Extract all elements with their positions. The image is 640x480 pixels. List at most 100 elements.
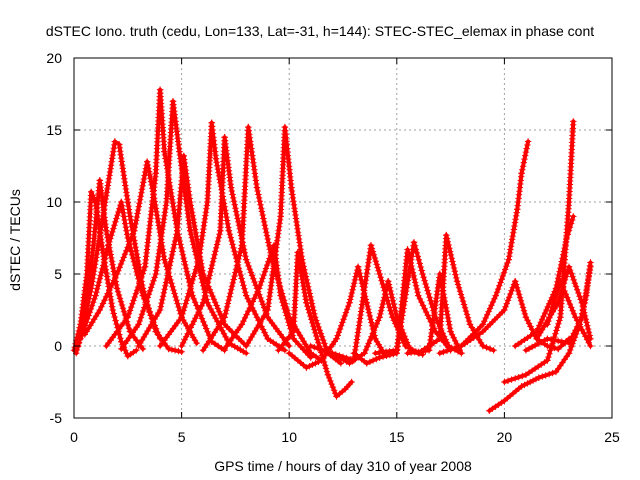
x-tick-label: 0 bbox=[70, 429, 78, 445]
data-point-plus bbox=[178, 314, 185, 321]
data-point-plus bbox=[362, 280, 369, 287]
data-point-plus bbox=[586, 270, 593, 277]
data-point-plus bbox=[336, 352, 343, 359]
data-point-plus bbox=[544, 335, 551, 342]
data-point-plus bbox=[313, 332, 320, 340]
data-point-plus bbox=[201, 322, 208, 329]
data-point-plus bbox=[527, 323, 534, 330]
data-point-plus bbox=[261, 268, 269, 275]
data-point-plus bbox=[554, 288, 561, 295]
data-point-plus bbox=[308, 300, 316, 307]
data-point-plus bbox=[252, 291, 260, 299]
data-point-plus bbox=[556, 296, 563, 303]
data-point-plus bbox=[126, 307, 134, 314]
data-point-plus bbox=[296, 262, 304, 269]
data-point-plus bbox=[539, 316, 546, 323]
data-point-plus bbox=[227, 290, 234, 297]
data-point-plus bbox=[103, 231, 111, 238]
data-point-plus bbox=[130, 297, 137, 304]
data-point-plus bbox=[281, 347, 289, 354]
data-point-plus bbox=[126, 213, 134, 220]
data-point-plus bbox=[84, 315, 91, 323]
data-point-plus bbox=[552, 294, 559, 301]
data-point-plus bbox=[214, 237, 222, 245]
data-point-plus bbox=[187, 227, 194, 234]
data-point-plus bbox=[547, 311, 554, 318]
data-point-plus bbox=[335, 329, 343, 336]
data-point-plus bbox=[164, 272, 171, 279]
data-point-plus bbox=[198, 263, 206, 271]
data-point-plus bbox=[388, 294, 396, 301]
data-point-plus bbox=[226, 293, 233, 300]
data-point-plus bbox=[228, 283, 236, 290]
data-point-plus bbox=[255, 191, 262, 198]
data-point-plus bbox=[116, 264, 123, 271]
data-point-plus bbox=[139, 292, 147, 299]
data-point-plus bbox=[204, 279, 212, 286]
data-point-plus bbox=[264, 261, 271, 269]
data-point-plus bbox=[424, 287, 431, 294]
data-point-plus bbox=[123, 247, 130, 254]
data-point-plus bbox=[367, 316, 374, 323]
data-point-plus bbox=[122, 347, 129, 354]
data-point-plus bbox=[535, 340, 542, 347]
data-point-plus bbox=[556, 268, 563, 275]
data-point-plus bbox=[366, 358, 374, 365]
data-point-plus bbox=[457, 291, 465, 298]
data-point-plus bbox=[512, 375, 519, 382]
data-point-plus bbox=[520, 159, 527, 166]
data-point-plus bbox=[189, 321, 196, 328]
data-point-plus bbox=[298, 272, 305, 280]
data-point-plus bbox=[191, 226, 199, 233]
data-point-plus bbox=[553, 327, 560, 334]
data-point-plus bbox=[89, 274, 97, 282]
data-point-plus bbox=[201, 273, 208, 281]
data-point-plus bbox=[90, 268, 98, 275]
data-point-plus bbox=[486, 305, 494, 312]
data-point-plus bbox=[583, 283, 591, 291]
data-point-plus bbox=[133, 268, 140, 276]
data-point-plus bbox=[550, 301, 557, 308]
data-point-plus bbox=[522, 314, 530, 321]
data-point-plus bbox=[171, 347, 179, 354]
data-point-plus bbox=[518, 300, 526, 308]
data-point-plus bbox=[524, 317, 531, 324]
data-point-plus bbox=[241, 285, 248, 292]
data-point-plus bbox=[98, 223, 105, 230]
data-point-plus bbox=[555, 271, 563, 279]
data-point-plus bbox=[179, 251, 186, 258]
data-point-plus bbox=[134, 283, 142, 291]
data-point-plus bbox=[354, 329, 362, 336]
data-point-plus bbox=[108, 258, 116, 265]
plot-frame bbox=[73, 57, 613, 419]
data-point-plus bbox=[239, 278, 246, 286]
data-point-plus bbox=[504, 377, 512, 384]
data-point-plus bbox=[144, 294, 151, 301]
data-point-plus bbox=[385, 278, 392, 285]
data-point-plus bbox=[103, 189, 110, 196]
data-point-plus bbox=[557, 293, 564, 300]
data-point-plus bbox=[446, 325, 454, 332]
data-point-plus bbox=[133, 287, 141, 294]
data-point-plus bbox=[450, 264, 458, 272]
data-point-plus bbox=[194, 259, 201, 267]
data-point-plus bbox=[453, 274, 460, 282]
data-point-plus bbox=[140, 179, 147, 186]
data-point-plus bbox=[386, 284, 393, 291]
data-point-plus bbox=[403, 287, 410, 295]
data-point-plus bbox=[149, 280, 156, 288]
data-point-plus bbox=[544, 303, 551, 311]
data-point-plus bbox=[399, 308, 407, 316]
data-point-plus bbox=[327, 377, 334, 385]
data-point-plus bbox=[307, 342, 314, 350]
data-point-plus bbox=[260, 218, 268, 226]
data-point-plus bbox=[133, 347, 140, 354]
data-point-plus bbox=[545, 300, 553, 307]
data-point-plus bbox=[195, 308, 202, 316]
data-point-plus bbox=[98, 268, 105, 276]
data-point-plus bbox=[107, 162, 115, 169]
data-point-plus bbox=[518, 383, 525, 390]
data-point-plus bbox=[252, 310, 259, 318]
data-point-plus bbox=[547, 336, 555, 343]
data-point-plus bbox=[362, 346, 370, 354]
